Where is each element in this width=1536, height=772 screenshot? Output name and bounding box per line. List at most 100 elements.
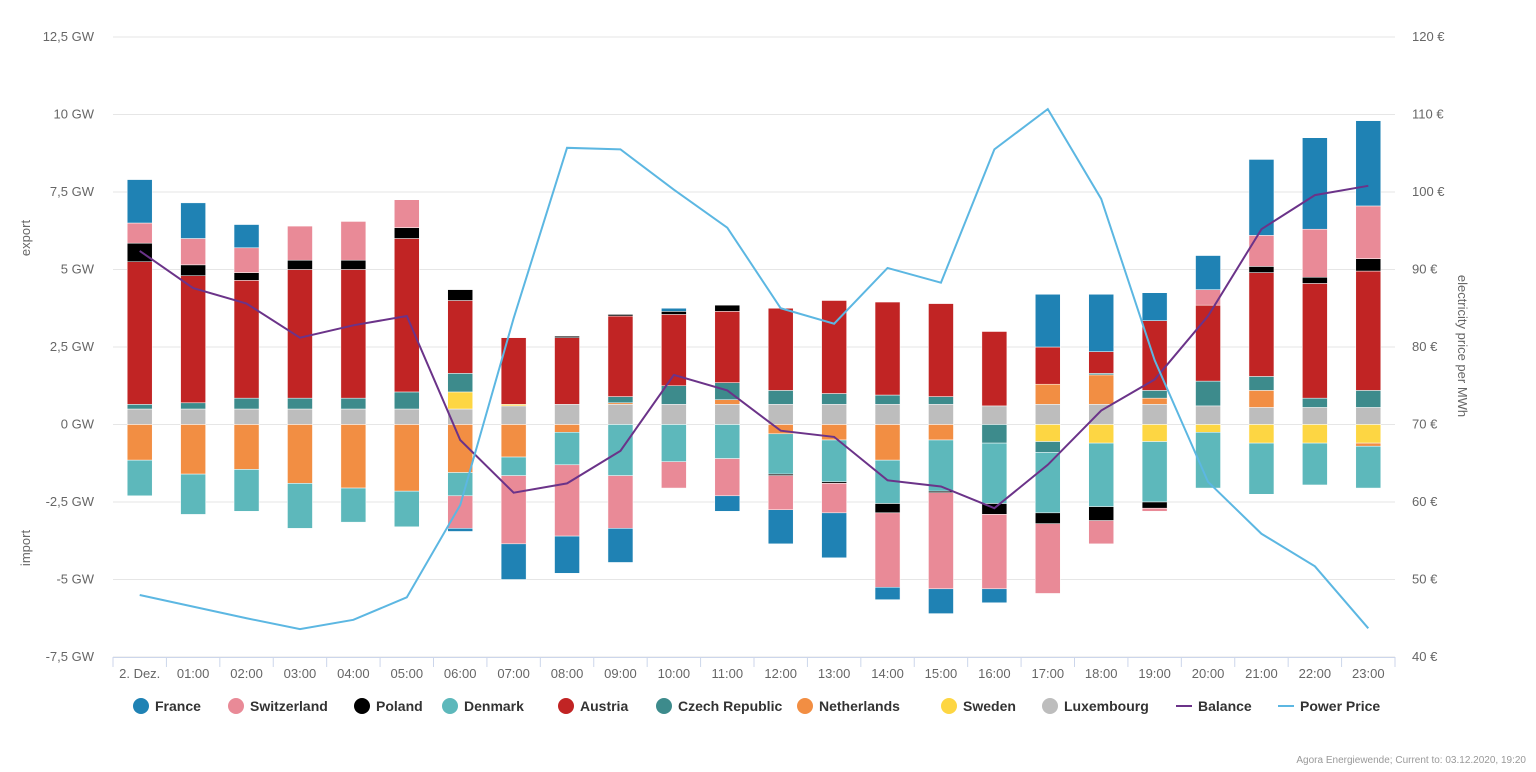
bar-segment-czech-republic <box>340 397 367 410</box>
y2-tick-label: 90 € <box>1412 262 1438 277</box>
bar-segment-netherlands <box>1248 390 1275 408</box>
legend-label: Austria <box>580 698 629 714</box>
legend-item-poland[interactable]: Poland <box>354 698 423 714</box>
bar-segment-austria <box>126 261 153 405</box>
bar-segment-austria <box>1195 304 1221 382</box>
bar-segment-netherlands <box>1141 397 1168 405</box>
bar-segment-netherlands <box>714 399 741 405</box>
bar-segment-france <box>1088 294 1114 352</box>
legend-item-austria[interactable]: Austria <box>558 698 628 714</box>
legend-label: Czech Republic <box>678 698 783 714</box>
x-tick-label: 08:00 <box>551 666 584 681</box>
legend-item-balance[interactable]: Balance <box>1176 698 1252 714</box>
line-series <box>139 107 1370 631</box>
legend-item-power-price[interactable]: Power Price <box>1278 698 1380 714</box>
y2-tick-label: 70 € <box>1412 417 1438 432</box>
credits[interactable]: Agora Energiewende; Current to: 03.12.20… <box>1296 755 1526 766</box>
bar-segment-switzerland <box>1088 520 1114 545</box>
x-tick-label: 02:00 <box>230 666 263 681</box>
legend-item-denmark[interactable]: Denmark <box>442 698 524 714</box>
bar-segment-denmark <box>767 433 794 475</box>
bar-segment-luxembourg <box>714 404 741 425</box>
legend: France Switzerland Poland Denmark Austria Cze… <box>0 698 1536 722</box>
legend-item-france[interactable]: France <box>133 698 201 714</box>
bar-segment-denmark <box>126 459 153 497</box>
bar-segment-poland <box>1088 506 1114 521</box>
bar-segment-luxembourg <box>340 408 367 425</box>
bar-segment-netherlands <box>1035 383 1061 405</box>
bar-segment-switzerland <box>1302 228 1328 278</box>
legend-line-icon <box>1278 705 1294 707</box>
bar-segment-switzerland <box>1248 235 1275 267</box>
bar-segment-france <box>447 528 473 532</box>
stacked-bars <box>126 120 1382 614</box>
legend-item-sweden[interactable]: Sweden <box>941 698 1016 714</box>
bar-segment-austria <box>1035 346 1061 385</box>
x-tick-label: 12:00 <box>764 666 797 681</box>
bar-segment-switzerland <box>394 199 420 228</box>
bar-segment-luxembourg <box>874 404 901 425</box>
x-tick-label: 10:00 <box>658 666 691 681</box>
bar-segment-poland <box>874 503 901 514</box>
legend-dot-icon <box>354 698 370 714</box>
bar-segment-switzerland <box>821 483 847 514</box>
bar-segment-switzerland <box>607 475 634 529</box>
bar-segment-poland <box>287 259 313 270</box>
bar-segment-luxembourg <box>233 408 260 425</box>
bar-segment-czech-republic <box>981 424 1008 444</box>
bar-segment-poland <box>554 335 580 338</box>
y-tick-label: 12,5 GW <box>43 29 95 44</box>
x-tick-label: 05:00 <box>391 666 424 681</box>
bar-segment-luxembourg <box>1195 405 1221 425</box>
bar-segment-luxembourg <box>928 404 954 425</box>
bar-segment-netherlands <box>554 424 580 433</box>
y-tick-label: 7,5 GW <box>50 184 95 199</box>
legend-dot-icon <box>1042 698 1058 714</box>
x-tick-label: 17:00 <box>1032 666 1065 681</box>
bar-segment-switzerland <box>981 514 1008 590</box>
x-tick-label: 23:00 <box>1352 666 1385 681</box>
line-power-price <box>139 107 1370 631</box>
bar-segment-france <box>126 179 153 224</box>
y2-tick-label: 50 € <box>1412 572 1438 587</box>
x-axis: 2. Dez. 01:00 02:00 03:00 04:00 05:00 06:00 07:… <box>112 657 1396 681</box>
x-tick-label: 04:00 <box>337 666 370 681</box>
x-tick-label: 16:00 <box>978 666 1011 681</box>
bar-segment-austria <box>981 331 1008 407</box>
legend-item-netherlands[interactable]: Netherlands <box>797 698 900 714</box>
y2-axis-title: electricity price per MWh <box>1455 275 1470 417</box>
bar-segment-denmark <box>821 439 847 483</box>
bar-segment-austria <box>1355 270 1382 391</box>
bar-segment-czech-republic <box>874 394 901 405</box>
y2-tick-label: 100 € <box>1412 184 1445 199</box>
bar-segment-czech-republic <box>126 404 153 410</box>
y-tick-label: -2,5 GW <box>46 494 95 509</box>
bar-segment-czech-republic <box>607 396 634 404</box>
bar-segment-switzerland <box>1035 523 1061 594</box>
x-tick-label: 19:00 <box>1138 666 1171 681</box>
legend-item-switzerland[interactable]: Switzerland <box>228 698 328 714</box>
legend-item-luxembourg[interactable]: Luxembourg <box>1042 698 1149 714</box>
bar-segment-austria <box>714 311 741 383</box>
bar-segment-sweden <box>1248 424 1275 444</box>
bar-segment-poland <box>394 227 420 239</box>
bar-segment-austria <box>1248 272 1275 377</box>
legend-item-czech-republic[interactable]: Czech Republic <box>656 698 782 714</box>
bar-segment-france <box>1141 292 1168 321</box>
bar-segment-czech-republic <box>180 402 206 410</box>
legend-dot-icon <box>228 698 244 714</box>
legend-label: France <box>155 698 201 714</box>
bar-segment-luxembourg <box>180 408 206 425</box>
bar-segment-denmark <box>1302 442 1328 486</box>
bar-segment-sweden <box>1355 424 1382 444</box>
bar-segment-czech-republic <box>233 397 260 410</box>
bar-segment-denmark <box>1355 445 1382 489</box>
bar-segment-austria <box>874 301 901 396</box>
x-tick-label: 13:00 <box>818 666 851 681</box>
bar-segment-denmark <box>287 483 313 529</box>
bar-segment-denmark <box>554 432 580 466</box>
cross-border-flows-chart: -7,5 GW -5 GW -2,5 GW 0 GW 2,5 GW 5 GW 7,5 GW 1… <box>18 29 1470 681</box>
bar-segment-poland <box>233 272 260 281</box>
y-tick-label: 2,5 GW <box>50 339 95 354</box>
legend-label: Netherlands <box>819 698 900 714</box>
